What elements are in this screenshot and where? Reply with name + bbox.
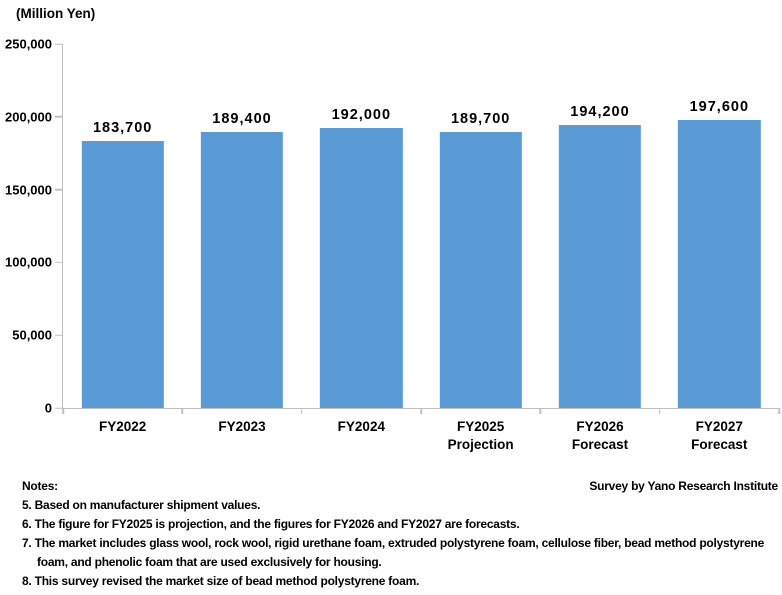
x-axis-category-line: Projection bbox=[447, 437, 514, 452]
x-axis-category-line: FY2023 bbox=[218, 419, 266, 434]
x-axis-category-line: FY2025 bbox=[457, 419, 505, 434]
x-axis-tick-mark bbox=[300, 408, 303, 414]
bar-slot: 183,700 FY2022 bbox=[63, 44, 182, 434]
y-axis-tick-label: 250,000 bbox=[5, 36, 52, 52]
bar-slot: 194,200 FY2026 Forecast bbox=[540, 44, 659, 452]
y-axis-tick-mark bbox=[54, 188, 62, 191]
y-axis-tick-mark bbox=[54, 43, 62, 45]
y-axis-tick-mark bbox=[54, 261, 62, 264]
bar-value-label: 189,700 bbox=[450, 110, 511, 127]
bar-value-label: 194,200 bbox=[570, 104, 630, 121]
bar-value-label: 183,700 bbox=[92, 119, 153, 136]
x-axis-category-label: FY2026 Forecast bbox=[540, 418, 659, 454]
x-axis-category-line: FY2024 bbox=[337, 419, 385, 434]
bar-value-label: 189,400 bbox=[212, 111, 272, 128]
note-item: 6. The figure for FY2025 is projection, … bbox=[22, 517, 520, 531]
x-axis-category-label: FY2024 bbox=[302, 418, 421, 436]
bar-slot: 189,700 FY2025 Projection bbox=[421, 44, 540, 452]
bar-fy2027 bbox=[678, 120, 761, 408]
plot-area: 183,700 FY2022 189,400 FY2023 192,000 FY2024 1… bbox=[54, 43, 780, 452]
y-axis-tick-mark bbox=[54, 407, 62, 409]
bar-value-label: 197,600 bbox=[689, 99, 750, 116]
source-credit: Survey by Yano Research Institute bbox=[589, 479, 778, 493]
notes-heading: Notes: bbox=[22, 479, 58, 493]
x-axis-category-line: FY2027 bbox=[695, 419, 743, 434]
x-axis-tick-mark bbox=[181, 408, 184, 414]
note-item: 5. Based on manufacturer shipment values… bbox=[22, 498, 261, 512]
bar-fy2024 bbox=[320, 128, 403, 408]
y-axis-tick-label: 150,000 bbox=[5, 182, 52, 198]
x-axis-category-label: FY2025 Projection bbox=[421, 418, 540, 454]
bar-fy2023 bbox=[200, 132, 284, 408]
x-axis-tick-mark bbox=[62, 408, 64, 414]
x-axis-category-label: FY2027 Forecast bbox=[660, 418, 779, 454]
x-axis-category-label: FY2022 bbox=[63, 418, 182, 436]
x-axis-category-label: FY2023 bbox=[182, 418, 301, 436]
bar-slot: 197,600 FY2027 Forecast bbox=[660, 44, 779, 452]
notes-section: Notes: Survey by Yano Research Institute… bbox=[22, 477, 778, 591]
x-axis-category-line: Forecast bbox=[691, 437, 748, 452]
bar-fy2026 bbox=[558, 125, 642, 408]
x-axis-category-line: FY2022 bbox=[99, 419, 147, 434]
note-item: 7. The market includes glass wool, rock … bbox=[22, 536, 765, 569]
x-axis-tick-mark bbox=[420, 408, 422, 414]
y-axis-unit-label: (Million Yen) bbox=[16, 6, 96, 21]
notes-header: Notes: Survey by Yano Research Institute bbox=[22, 477, 778, 496]
y-axis-tick-mark bbox=[54, 334, 62, 336]
y-axis-tick-label: 50,000 bbox=[12, 327, 52, 343]
bar-fy2022 bbox=[81, 140, 164, 408]
y-axis-tick-label: 0 bbox=[44, 400, 52, 416]
bar-slot: 192,000 FY2024 bbox=[302, 44, 421, 434]
bar-series: 183,700 FY2022 189,400 FY2023 192,000 FY2024 1… bbox=[63, 44, 779, 452]
x-axis-tick-mark bbox=[778, 408, 780, 414]
notes-list: 5. Based on manufacturer shipment values… bbox=[22, 496, 778, 591]
note-item: 8. This survey revised the market size o… bbox=[22, 574, 420, 588]
y-axis: 0 50,000 100,000 150,000 200,000 250,000 bbox=[0, 38, 52, 415]
x-axis-tick-mark bbox=[539, 408, 542, 414]
y-axis-tick-label: 200,000 bbox=[5, 109, 52, 125]
y-axis-tick-label: 100,000 bbox=[5, 254, 52, 270]
x-axis-category-line: Forecast bbox=[571, 437, 629, 452]
x-axis-category-line: FY2026 bbox=[576, 419, 624, 434]
bar-value-label: 192,000 bbox=[331, 107, 392, 124]
x-axis-tick-mark bbox=[658, 408, 661, 414]
bar-slot: 189,400 FY2023 bbox=[182, 44, 301, 434]
bar-fy2025 bbox=[439, 131, 522, 408]
y-axis-tick-mark bbox=[54, 116, 62, 118]
